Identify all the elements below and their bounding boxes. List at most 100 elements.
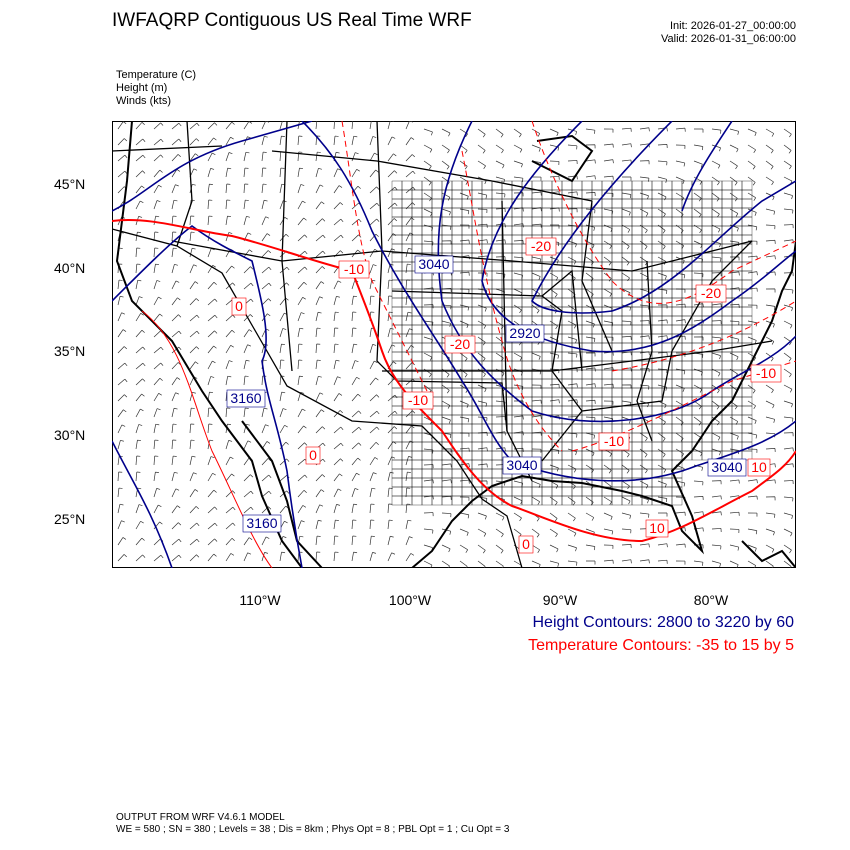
wind-barb (639, 127, 650, 132)
wind-barb (513, 128, 522, 138)
wind-barb (135, 408, 144, 418)
wind-barb (405, 232, 414, 242)
wind-barb (603, 175, 614, 180)
wind-barb (567, 399, 578, 404)
wind-barb (189, 423, 195, 434)
wind-barb (135, 471, 141, 482)
wind-barb (711, 303, 722, 308)
height-contour-legend: Height Contours: 2800 to 3220 by 60 (532, 614, 794, 631)
wind-barb (261, 135, 268, 146)
wind-barb (423, 160, 432, 170)
lat-label: 40°N (54, 260, 86, 276)
wind-barb (297, 343, 303, 354)
plot-title: IWFAQRP Contiguous US Real Time WRF (112, 10, 472, 31)
wind-barb (207, 314, 218, 322)
lon-label: 110°W (239, 592, 281, 608)
wind-barb (477, 463, 488, 468)
wind-barb (315, 327, 321, 338)
wind-barb (513, 415, 524, 420)
lon-label: 80°W (693, 592, 729, 608)
wind-barb (783, 432, 794, 437)
wind-barb (117, 424, 126, 434)
wind-barb (225, 136, 234, 146)
wind-barb (657, 512, 668, 517)
wind-barb (207, 439, 214, 450)
wind-barb (153, 504, 162, 514)
wind-barb (279, 359, 285, 370)
wind-barb (783, 416, 794, 422)
wind-barb (747, 144, 756, 153)
wind-barb (765, 479, 776, 484)
wind-barb (765, 496, 776, 501)
wind-barb (225, 360, 233, 370)
wind-barb (369, 426, 380, 434)
wind-barb (369, 202, 380, 210)
wind-barb (405, 154, 416, 162)
wind-barb (387, 170, 398, 178)
wind-barb (585, 144, 596, 149)
wind-barb (333, 458, 344, 466)
wind-barb (549, 560, 560, 567)
wind-barb (243, 490, 254, 498)
wind-barb (513, 431, 524, 436)
state-borders (112, 121, 773, 568)
wind-barb (207, 489, 217, 498)
wind-barb (117, 378, 128, 386)
wind-barb (639, 464, 648, 474)
wind-barb (783, 144, 792, 154)
wind-barb (549, 464, 559, 472)
wind-barb (459, 496, 470, 501)
wind-barb (441, 560, 450, 568)
wind-barb (729, 336, 740, 343)
wind-barb (513, 512, 522, 522)
temperature-label-box (231, 297, 247, 316)
wind-barb (171, 538, 182, 546)
wind-barb (405, 440, 414, 450)
temperature-label: -20 (531, 238, 551, 254)
wind-barb (207, 506, 218, 514)
field-label-temperature: Temperature (C) (116, 69, 197, 81)
wind-barb (765, 224, 776, 230)
wind-barb (387, 186, 398, 194)
wind-barb (333, 488, 342, 498)
wind-barb (765, 128, 775, 137)
wind-barb (639, 432, 648, 442)
wind-barb (747, 448, 758, 453)
wind-barb (135, 424, 143, 434)
wind-barb (351, 503, 358, 514)
wind-barb (387, 410, 398, 418)
wind-barb (729, 271, 740, 276)
wind-barb (351, 311, 357, 322)
height-contours (112, 121, 796, 568)
wind-barb (729, 208, 739, 217)
wind-barb (783, 560, 792, 568)
wind-barb (315, 296, 323, 306)
wind-barb (171, 488, 180, 498)
county (671, 495, 683, 506)
wind-barb (621, 192, 632, 199)
wind-barb (567, 352, 578, 358)
wind-barb (711, 495, 722, 500)
temperature-label-box (750, 364, 782, 383)
wind-barb (333, 410, 343, 418)
wind-barb (135, 329, 145, 338)
wind-barb (369, 344, 377, 354)
wind-barb (621, 528, 632, 534)
wind-barb (225, 265, 235, 274)
wind-barb (747, 176, 756, 186)
wind-barb (657, 335, 668, 340)
temperature-contour-labels: -20 -10 0 -20 -10 -20 -10 -10 0 0 10 10 (231, 237, 782, 554)
wind-barb (657, 160, 668, 166)
height-label-box (502, 456, 542, 475)
wind-barb (513, 240, 524, 244)
wind-barb (621, 143, 632, 148)
wind-barb (351, 135, 358, 146)
wind-barb (315, 281, 325, 290)
wind-barb (423, 176, 432, 186)
wind-barb (639, 320, 650, 325)
wind-barb (189, 407, 195, 418)
wind-barb (279, 551, 286, 562)
wind-barb (549, 224, 560, 229)
wind-barb (387, 344, 396, 354)
wind-barb (315, 151, 321, 162)
